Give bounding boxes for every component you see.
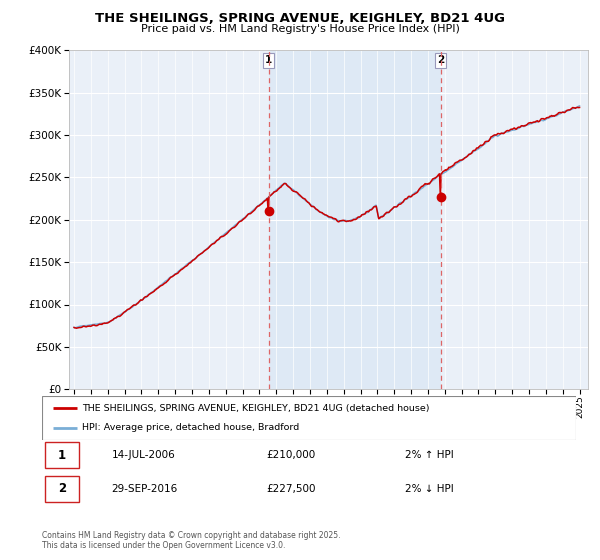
- Bar: [44, 442, 79, 469]
- Text: Price paid vs. HM Land Registry's House Price Index (HPI): Price paid vs. HM Land Registry's House …: [140, 24, 460, 34]
- Bar: [44, 475, 79, 502]
- Text: 2% ↑ HPI: 2% ↑ HPI: [405, 450, 454, 460]
- Bar: [269, 50, 440, 389]
- Text: Contains HM Land Registry data © Crown copyright and database right 2025.
This d: Contains HM Land Registry data © Crown c…: [42, 530, 341, 550]
- Text: 29-SEP-2016: 29-SEP-2016: [112, 484, 178, 494]
- Text: 2% ↓ HPI: 2% ↓ HPI: [405, 484, 454, 494]
- Text: 1: 1: [265, 55, 272, 66]
- Text: £227,500: £227,500: [266, 484, 316, 494]
- Text: THE SHEILINGS, SPRING AVENUE, KEIGHLEY, BD21 4UG (detached house): THE SHEILINGS, SPRING AVENUE, KEIGHLEY, …: [82, 404, 430, 413]
- Text: 2: 2: [437, 55, 444, 66]
- Text: HPI: Average price, detached house, Bradford: HPI: Average price, detached house, Brad…: [82, 423, 299, 432]
- Text: £210,000: £210,000: [266, 450, 316, 460]
- Text: 2: 2: [58, 482, 66, 496]
- Text: 14-JUL-2006: 14-JUL-2006: [112, 450, 175, 460]
- Text: 1: 1: [58, 449, 66, 462]
- Text: THE SHEILINGS, SPRING AVENUE, KEIGHLEY, BD21 4UG: THE SHEILINGS, SPRING AVENUE, KEIGHLEY, …: [95, 12, 505, 25]
